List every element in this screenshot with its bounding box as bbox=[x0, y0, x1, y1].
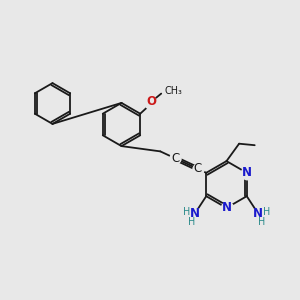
Text: C: C bbox=[171, 152, 179, 165]
Text: C: C bbox=[194, 162, 202, 175]
Text: H: H bbox=[183, 207, 190, 217]
Text: H: H bbox=[263, 207, 270, 217]
Text: N: N bbox=[190, 207, 200, 220]
Text: CH₃: CH₃ bbox=[164, 86, 182, 96]
Text: O: O bbox=[146, 95, 156, 109]
Text: N: N bbox=[253, 207, 263, 220]
Text: N: N bbox=[242, 166, 252, 179]
Text: H: H bbox=[257, 217, 265, 227]
Text: H: H bbox=[188, 217, 196, 227]
Text: N: N bbox=[221, 201, 232, 214]
